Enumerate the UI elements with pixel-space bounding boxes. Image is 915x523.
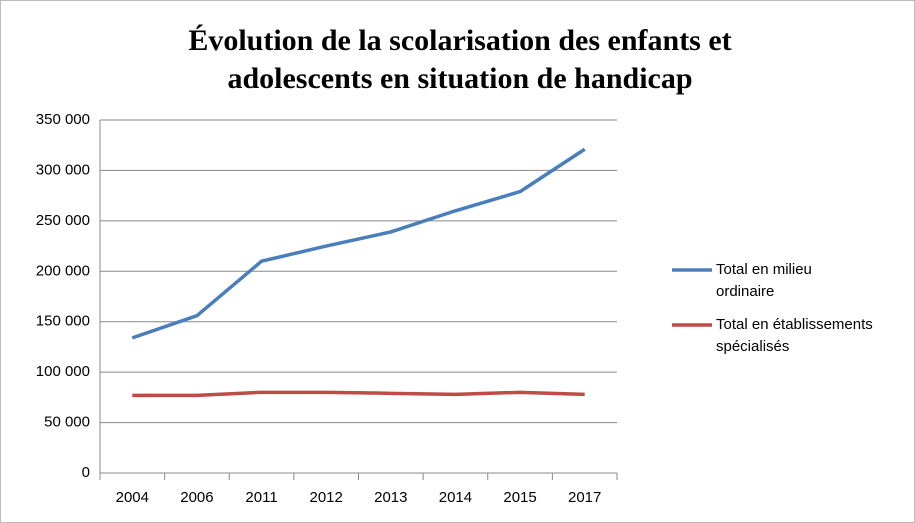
y-tick-label: 300 000 <box>36 161 90 178</box>
x-tick-label: 2012 <box>310 489 343 506</box>
y-tick-label: 150 000 <box>36 313 90 330</box>
chart-title: Évolution de la scolarisation des enfant… <box>188 24 732 95</box>
x-tick-label: 2011 <box>245 489 277 506</box>
y-tick-label: 350 000 <box>36 111 90 128</box>
x-tick-label: 2004 <box>116 489 149 506</box>
y-tick-label: 50 000 <box>44 414 90 431</box>
y-tick-label: 0 <box>82 464 90 481</box>
legend-label: Total en milieu ordinaire <box>716 261 812 300</box>
x-tick-label: 2017 <box>568 489 601 506</box>
y-tick-label: 250 000 <box>36 212 90 229</box>
series-line <box>132 390 585 398</box>
y-tick-label: 100 000 <box>36 363 90 380</box>
x-tick-label: 2006 <box>180 489 213 506</box>
x-tick-label: 2013 <box>374 489 407 506</box>
series-line <box>131 147 586 340</box>
x-tick-label: 2015 <box>503 489 536 506</box>
y-tick-label: 200 000 <box>36 262 90 279</box>
legend-label: Total en établissements spécialisés <box>716 316 873 355</box>
x-tick-label: 2014 <box>439 489 472 506</box>
